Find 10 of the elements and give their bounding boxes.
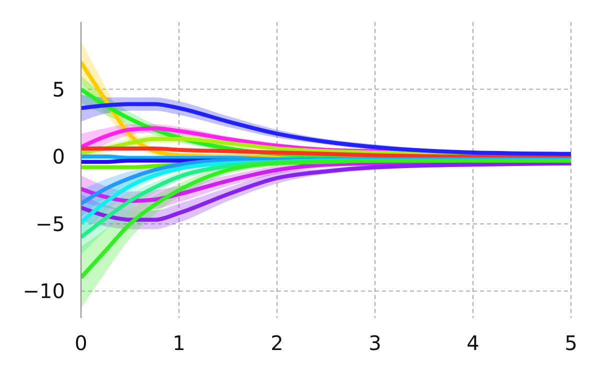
- y-tick-label: −5: [36, 212, 65, 236]
- x-tick-label: 0: [74, 331, 88, 356]
- x-tick-label: 2: [270, 331, 284, 356]
- x-tick-label: 3: [368, 331, 382, 356]
- y-tick-label: −10: [22, 279, 65, 304]
- x-tick-label: 1: [172, 331, 186, 356]
- y-tick-label: 0: [52, 144, 65, 169]
- y-tick-label: 5: [52, 77, 65, 102]
- x-tick-label: 5: [564, 331, 578, 356]
- x-tick-label: 4: [466, 331, 480, 356]
